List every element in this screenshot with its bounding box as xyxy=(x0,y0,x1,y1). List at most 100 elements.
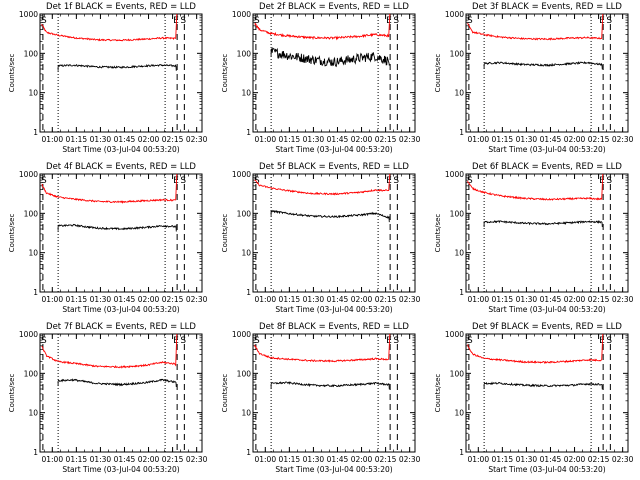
y-axis-label: Counts/sec xyxy=(221,374,229,413)
y-axis-label: Counts/sec xyxy=(8,54,16,93)
x-tick-label: 01:45 xyxy=(540,455,562,464)
event-marker-label: S xyxy=(467,176,473,186)
events-series-line xyxy=(57,223,177,232)
x-tick-label: 01:00 xyxy=(41,455,63,464)
x-axis-label: Start Time (03-Jul-04 00:53:20) xyxy=(488,465,605,474)
x-tick-label: 02:15 xyxy=(162,135,184,144)
y-tick-label: 1 xyxy=(459,448,464,457)
event-marker-label: S xyxy=(606,336,612,346)
x-tick-label: 02:30 xyxy=(612,135,634,144)
x-tick-label: 01:30 xyxy=(516,135,538,144)
event-marker-label: S xyxy=(41,336,47,346)
y-tick-label: 1000 xyxy=(19,170,38,179)
x-tick-label: 02:30 xyxy=(186,295,208,304)
event-marker-label: S xyxy=(254,176,260,186)
plot-panel: Det 4f BLACK = Events, RED = LLD 1 10 100 10… xyxy=(8,162,208,314)
x-tick-label: 01:15 xyxy=(66,135,88,144)
events-series-line xyxy=(270,381,390,390)
x-tick-label: 02:30 xyxy=(612,295,634,304)
y-axis-label: Counts/sec xyxy=(8,374,16,413)
x-tick-label: 01:45 xyxy=(327,455,349,464)
x-tick-label: 02:00 xyxy=(351,135,373,144)
y-tick-label: 100 xyxy=(237,49,252,58)
x-tick-label: 01:00 xyxy=(41,135,63,144)
panel-title: Det 8f BLACK = Events, RED = LLD xyxy=(259,322,409,332)
x-tick-label: 01:45 xyxy=(114,135,136,144)
x-tick-label: 01:30 xyxy=(303,135,325,144)
y-tick-label: 100 xyxy=(237,209,252,218)
y-tick-label: 1000 xyxy=(232,330,251,339)
x-tick-label: 01:15 xyxy=(66,295,88,304)
x-tick-label: 01:00 xyxy=(467,455,489,464)
panel-title: Det 4f BLACK = Events, RED = LLD xyxy=(46,162,196,172)
x-tick-label: 01:15 xyxy=(492,295,514,304)
y-tick-label: 10 xyxy=(454,409,464,418)
lld-series-line xyxy=(254,173,391,196)
panel-title: Det 2f BLACK = Events, RED = LLD xyxy=(259,2,409,12)
events-series-line xyxy=(483,381,603,390)
y-tick-label: 1 xyxy=(33,288,38,297)
x-tick-label: 01:30 xyxy=(90,455,112,464)
x-axis-label: Start Time (03-Jul-04 00:53:20) xyxy=(275,305,392,314)
plot-frame xyxy=(465,173,629,293)
event-marker-label: S xyxy=(393,336,399,346)
y-tick-label: 100 xyxy=(237,369,252,378)
x-tick-label: 01:30 xyxy=(90,295,112,304)
lld-series-line xyxy=(41,13,178,42)
x-tick-label: 01:30 xyxy=(303,295,325,304)
y-tick-label: 10 xyxy=(28,409,38,418)
x-tick-label: 02:30 xyxy=(399,135,421,144)
y-axis-label: Counts/sec xyxy=(221,54,229,93)
x-tick-label: 01:00 xyxy=(41,295,63,304)
y-tick-label: 1000 xyxy=(19,10,38,19)
plot-frame xyxy=(252,173,416,293)
plot-panel: Det 9f BLACK = Events, RED = LLD 1 10 100 10… xyxy=(434,322,634,474)
x-tick-label: 02:15 xyxy=(162,455,184,464)
x-tick-label: 02:15 xyxy=(375,295,397,304)
events-series-line xyxy=(270,209,390,223)
y-tick-label: 10 xyxy=(28,249,38,258)
x-tick-label: 02:30 xyxy=(186,135,208,144)
x-tick-label: 02:00 xyxy=(351,295,373,304)
x-tick-label: 01:30 xyxy=(90,135,112,144)
event-marker-label: S xyxy=(41,16,47,26)
x-tick-label: 02:15 xyxy=(588,455,610,464)
y-axis-label: Counts/sec xyxy=(221,214,229,253)
x-tick-label: 01:15 xyxy=(492,455,514,464)
plot-panel: Det 8f BLACK = Events, RED = LLD 1 10 100 10… xyxy=(221,322,421,474)
y-tick-label: 1 xyxy=(246,448,251,457)
panel-title: Det 5f BLACK = Events, RED = LLD xyxy=(259,162,409,172)
x-tick-label: 02:15 xyxy=(588,295,610,304)
x-tick-label: 01:30 xyxy=(303,455,325,464)
x-tick-label: 02:15 xyxy=(375,135,397,144)
x-tick-label: 02:30 xyxy=(186,455,208,464)
x-tick-label: 01:15 xyxy=(279,135,301,144)
plot-frame xyxy=(39,333,203,453)
y-tick-label: 1 xyxy=(246,128,251,137)
events-series-line xyxy=(270,46,390,68)
plot-frame xyxy=(252,333,416,453)
events-series-line xyxy=(57,378,177,388)
y-axis-label: Counts/sec xyxy=(8,214,16,253)
y-axis-label: Counts/sec xyxy=(434,374,442,413)
x-tick-label: 01:15 xyxy=(279,455,301,464)
y-tick-label: 1000 xyxy=(232,10,251,19)
x-tick-label: 01:00 xyxy=(254,455,276,464)
event-marker-label: S xyxy=(467,16,473,26)
event-marker-label: S xyxy=(41,176,47,186)
event-marker-label: S xyxy=(467,336,473,346)
x-tick-label: 02:15 xyxy=(162,295,184,304)
x-axis-label: Start Time (03-Jul-04 00:53:20) xyxy=(275,465,392,474)
y-tick-label: 1000 xyxy=(445,330,464,339)
x-tick-label: 01:30 xyxy=(516,295,538,304)
x-tick-label: 02:30 xyxy=(612,455,634,464)
lld-series-line xyxy=(467,173,604,201)
y-axis-label: Counts/sec xyxy=(434,214,442,253)
plot-frame xyxy=(39,173,203,293)
panel-title: Det 3f BLACK = Events, RED = LLD xyxy=(472,2,622,12)
y-tick-label: 100 xyxy=(450,49,465,58)
plot-panel: Det 2f BLACK = Events, RED = LLD 1 10 100 10… xyxy=(221,2,421,154)
x-tick-label: 01:45 xyxy=(114,455,136,464)
y-tick-label: 10 xyxy=(241,89,251,98)
